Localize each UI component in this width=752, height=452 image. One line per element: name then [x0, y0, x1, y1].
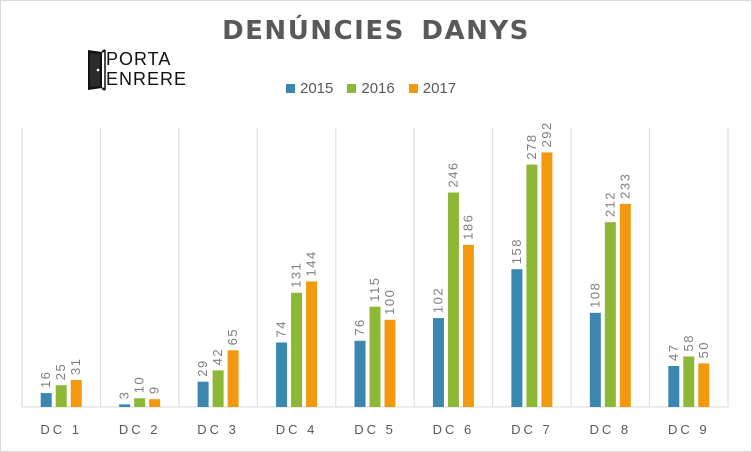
- data-label: 76: [352, 318, 367, 335]
- legend-label-2017: 2017: [422, 80, 457, 97]
- bar-2017-dc5: [384, 319, 396, 407]
- data-label: 278: [524, 133, 539, 159]
- legend-swatch-2016: [347, 84, 357, 93]
- porta-enrere-logo: PORTA ENRERE: [86, 48, 186, 94]
- data-label: 186: [460, 214, 475, 240]
- bar-2015-dc3: [197, 381, 209, 407]
- legend-swatch-2017: [408, 84, 418, 93]
- data-label: 65: [225, 328, 240, 345]
- legend-label-2015: 2015: [300, 80, 334, 97]
- bar-2015-dc1: [40, 393, 52, 407]
- bar-2015-dc9: [668, 366, 680, 407]
- legend-item-2016: 2016: [347, 80, 395, 97]
- legend-label-2016: 2016: [361, 80, 395, 97]
- legend: 2015 2016 2017: [286, 80, 470, 97]
- data-label: 10: [132, 376, 147, 393]
- bar-2017-dc2: [149, 399, 161, 407]
- category-label: DC 6: [433, 422, 475, 437]
- data-label: 25: [53, 363, 68, 380]
- category-label: DC 2: [119, 422, 161, 437]
- logo-text-porta: PORTA: [106, 49, 172, 69]
- data-label: 233: [617, 173, 632, 199]
- category-label: DC 9: [668, 422, 710, 437]
- category-label: DC 5: [354, 422, 396, 437]
- bar-2017-dc3: [227, 350, 239, 407]
- door-icon: [88, 49, 106, 91]
- bar-2016-dc9: [683, 356, 695, 407]
- data-label: 47: [666, 344, 681, 361]
- bar-2015-dc2: [119, 404, 131, 407]
- bar-2016-dc4: [291, 292, 303, 407]
- category-label: DC 8: [590, 422, 632, 437]
- data-label: 108: [587, 282, 602, 308]
- data-label: 42: [210, 348, 225, 365]
- data-label: 16: [38, 371, 53, 388]
- bar-2017-dc6: [462, 244, 474, 407]
- bar-2015-dc4: [276, 342, 288, 407]
- bar-2017-dc9: [698, 363, 710, 407]
- bar-2015-dc7: [511, 269, 523, 407]
- data-label: 102: [430, 287, 445, 313]
- bar-2016-dc2: [134, 398, 146, 407]
- category-label: DC 1: [40, 422, 82, 437]
- data-label: 144: [304, 250, 319, 276]
- bar-2017-dc1: [70, 379, 82, 407]
- bar-2016-dc6: [447, 192, 459, 407]
- legend-item-2015: 2015: [286, 80, 333, 97]
- data-label: 58: [681, 334, 696, 351]
- data-label: 131: [289, 262, 304, 288]
- bar-2016-dc8: [604, 222, 616, 407]
- bar-2017-dc7: [541, 152, 553, 407]
- legend-swatch-2015: [286, 84, 295, 93]
- data-label: 3: [117, 391, 132, 400]
- bar-2015-dc8: [589, 312, 601, 407]
- bar-2017-dc4: [306, 281, 318, 407]
- bar-2016-dc5: [369, 306, 381, 407]
- data-label: 31: [68, 358, 83, 375]
- bar-2015-dc5: [354, 340, 366, 407]
- data-label: 100: [382, 289, 397, 315]
- data-label: 292: [539, 121, 554, 147]
- data-label: 74: [274, 320, 289, 337]
- legend-item-2017: 2017: [408, 80, 457, 97]
- data-label: 115: [367, 277, 382, 302]
- data-label: 212: [602, 191, 617, 217]
- data-label: 158: [509, 238, 524, 264]
- chart-title: DENÚNCIES DANYS: [222, 16, 530, 46]
- category-label: DC 7: [511, 422, 553, 437]
- bar-2016-dc1: [55, 385, 67, 407]
- logo-text-enrere: ENRERE: [106, 69, 188, 89]
- bar-2015-dc6: [432, 318, 444, 407]
- category-label: DC 3: [197, 422, 239, 437]
- data-label: 29: [195, 359, 210, 376]
- data-label: 9: [147, 385, 162, 394]
- category-label: DC 4: [276, 422, 318, 437]
- data-label: 50: [696, 341, 711, 358]
- bar-2016-dc7: [526, 164, 538, 407]
- data-label: 246: [445, 161, 460, 187]
- bar-2016-dc3: [212, 370, 224, 407]
- bar-2017-dc8: [619, 203, 631, 407]
